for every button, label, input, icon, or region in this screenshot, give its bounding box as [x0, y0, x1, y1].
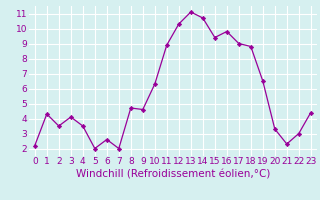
- X-axis label: Windchill (Refroidissement éolien,°C): Windchill (Refroidissement éolien,°C): [76, 169, 270, 179]
